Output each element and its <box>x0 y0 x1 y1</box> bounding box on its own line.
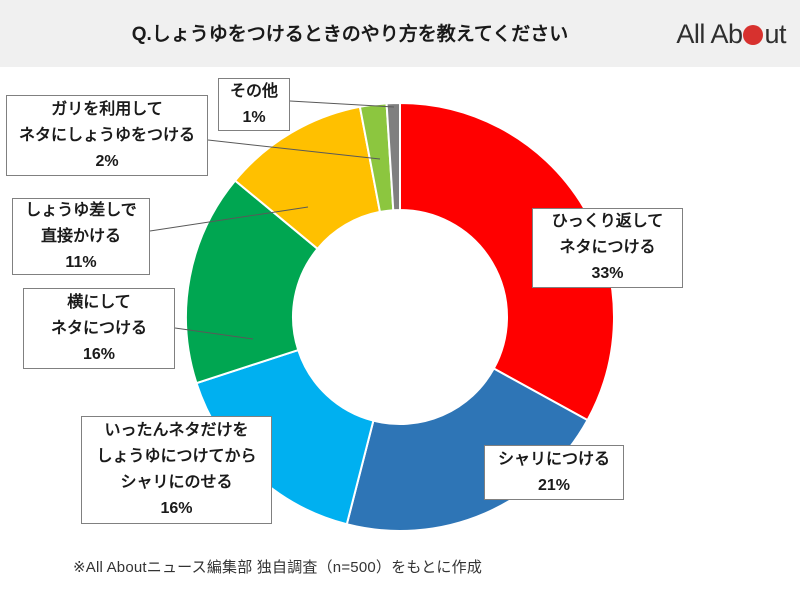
leader-line-gari <box>207 139 381 160</box>
leader-line-sonota <box>289 100 395 108</box>
callout-line: 直接かける <box>40 227 121 245</box>
callout-gari-riyou: ガリを利用して ネタにしょうゆをつける 2% <box>6 95 208 176</box>
callout-line: シャリにつける <box>497 450 610 468</box>
callout-percent: 1% <box>242 108 266 126</box>
logo-text-left: All Ab <box>676 19 743 49</box>
source-note: ※All Aboutニュース編集部 独自調査（n=500）をもとに作成 <box>73 559 483 576</box>
callout-yoko-ni-shite: 横にして ネタにつける 16% <box>23 288 175 369</box>
callout-line: ガリを利用して <box>51 100 163 118</box>
callout-percent: 33% <box>591 265 624 282</box>
callout-hikkuri-kaeshite: ひっくり返して ネタにつける 33% <box>532 208 683 288</box>
callout-line: しょうゆ差しで <box>25 201 137 219</box>
callout-shari-ni-tsukeru: シャリにつける 21% <box>484 445 624 500</box>
leader-line-sashi <box>149 206 309 232</box>
donut-segment-2 <box>195 349 375 526</box>
logo-text-right: ut <box>764 19 786 49</box>
callout-percent: 21% <box>537 476 571 494</box>
logo-red-dot-icon <box>743 25 764 45</box>
callout-line: シャリにのせる <box>120 474 233 491</box>
leader-lines <box>149 100 395 340</box>
leader-line-yoko <box>174 327 254 340</box>
donut-segment-0 <box>399 102 616 422</box>
donut-segment-6 <box>385 101 401 212</box>
callout-line: ひっくり返して <box>551 213 664 230</box>
page-title: Q.しょうゆをつけるときのやり方を教えてください <box>131 24 569 45</box>
callout-percent: 16% <box>160 500 193 517</box>
callout-percent: 2% <box>95 152 119 170</box>
donut-segment-3 <box>185 179 319 385</box>
header-bar: Q.しょうゆをつけるときのやり方を教えてください All Ab ut <box>0 0 800 67</box>
allabout-logo: All Ab ut <box>676 19 786 50</box>
callout-line: ネタにつける <box>559 239 656 256</box>
callout-line: しょうゆにつけてから <box>96 448 257 465</box>
callout-percent: 11% <box>65 253 97 271</box>
callout-shoyu-sashi: しょうゆ差しで 直接かける 11% <box>12 198 150 275</box>
callout-line: 横にして <box>67 293 131 311</box>
callout-line: ネタにしょうゆをつける <box>18 126 195 144</box>
callout-sonota: その他 1% <box>218 78 290 131</box>
callout-ittan-neta-dake: いったんネタだけを しょうゆにつけてから シャリにのせる 16% <box>81 416 272 524</box>
callout-percent: 16% <box>82 345 116 363</box>
callout-line: ネタにつける <box>50 319 147 337</box>
callout-line: その他 <box>229 82 278 100</box>
callout-line: いったんネタだけを <box>104 422 249 439</box>
